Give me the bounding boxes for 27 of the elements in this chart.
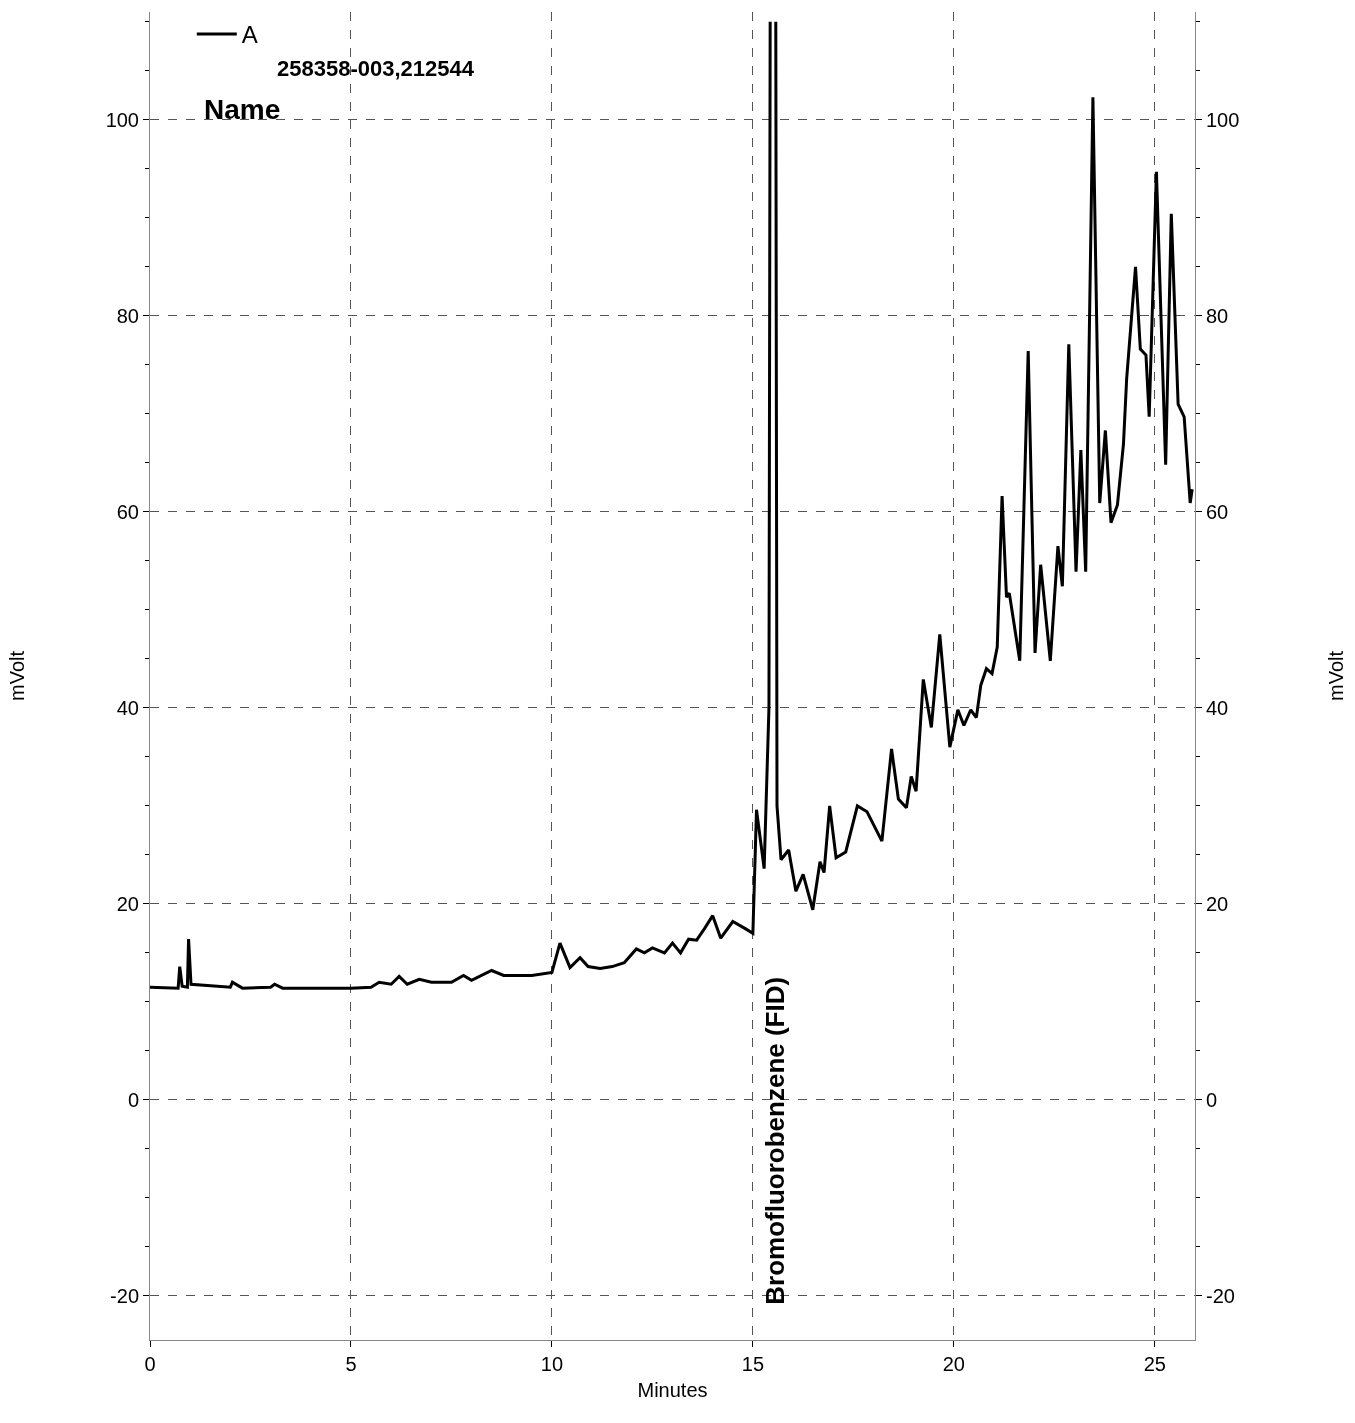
x-tick-label: 0 [144, 1353, 156, 1375]
y-tick-label: 40 [116, 696, 139, 719]
y-tick-label: 0 [127, 1088, 139, 1111]
x-tick-label: 5 [345, 1353, 357, 1375]
annotation: Name [204, 94, 281, 125]
y2-tick-label: -20 [1206, 1284, 1235, 1307]
annotation: 258358-003,212544 [277, 56, 475, 81]
y-tick-label: 60 [116, 500, 139, 523]
x-tick-label: 15 [741, 1353, 765, 1375]
y-axis-title: mVolt [6, 650, 29, 702]
y-tick-label: 100 [105, 108, 139, 131]
y2-tick-label: 80 [1206, 304, 1229, 327]
y-tick-label: -20 [110, 1284, 139, 1307]
x-tick-label: 20 [942, 1353, 965, 1375]
y-tick-label: 20 [116, 892, 139, 915]
x-axis-title: Minutes [637, 1378, 708, 1401]
x-tick-label: 25 [1143, 1353, 1166, 1375]
y2-tick-label: 100 [1206, 108, 1240, 131]
legend-label: A [241, 21, 258, 49]
x-tick-label: 10 [540, 1353, 564, 1375]
y2-tick-label: 0 [1206, 1088, 1218, 1111]
y2-tick-label: 40 [1206, 696, 1229, 719]
annotation: Bromofluorobenzene (FID) [760, 976, 791, 1305]
y-tick-label: 80 [116, 304, 139, 327]
y2-axis-title: mVolt [1324, 650, 1347, 702]
y2-tick-label: 60 [1206, 500, 1229, 523]
y2-tick-label: 20 [1206, 892, 1229, 915]
